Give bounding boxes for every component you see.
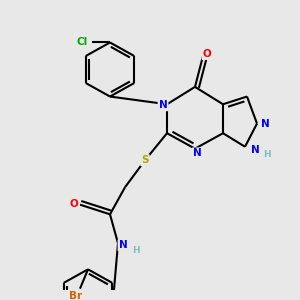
Text: N: N <box>159 100 167 110</box>
Text: N: N <box>250 145 260 154</box>
Text: Br: Br <box>69 291 82 300</box>
Text: S: S <box>141 155 149 165</box>
Text: H: H <box>263 150 271 159</box>
Text: N: N <box>118 240 127 250</box>
Text: N: N <box>193 148 201 158</box>
Text: H: H <box>132 247 140 256</box>
Text: O: O <box>70 199 78 209</box>
Text: N: N <box>261 118 269 129</box>
Text: Cl: Cl <box>76 38 88 47</box>
Text: O: O <box>202 49 211 59</box>
